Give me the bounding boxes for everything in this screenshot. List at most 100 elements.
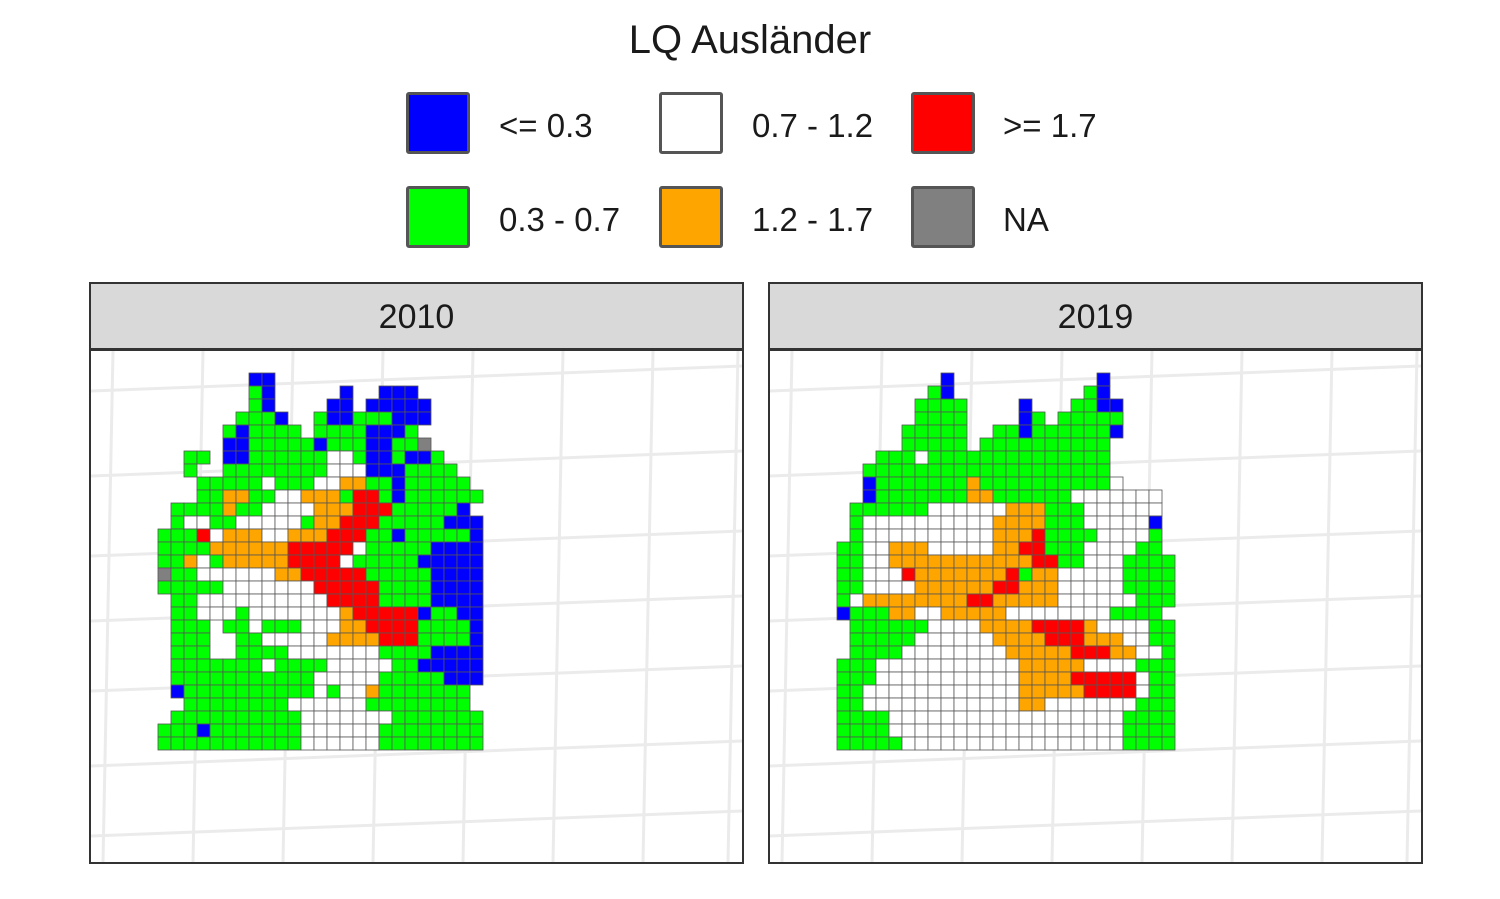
grid-tile: [1005, 502, 1020, 517]
grid-tile: [1070, 632, 1085, 647]
grid-tile: [300, 671, 315, 686]
grid-tile: [849, 515, 864, 530]
grid-tile: [888, 697, 903, 712]
grid-tile: [248, 502, 263, 517]
grid-tile: [430, 554, 445, 569]
grid-tile: [222, 684, 237, 699]
grid-tile: [1031, 632, 1046, 647]
grid-tile: [378, 593, 393, 608]
grid-tile: [849, 502, 864, 517]
grid-tile: [391, 645, 406, 660]
grid-tile: [222, 658, 237, 673]
grid-tile: [1044, 463, 1059, 478]
grid-tile: [1018, 632, 1033, 647]
grid-tile: [222, 619, 237, 634]
grid-tile: [992, 684, 1007, 699]
grid-tile: [966, 697, 981, 712]
grid-tile: [875, 567, 890, 582]
grid-tile: [248, 697, 263, 712]
grid-tile: [443, 697, 458, 712]
grid-tile: [339, 502, 354, 517]
grid-tile: [1109, 684, 1124, 699]
grid-tile: [391, 671, 406, 686]
grid-tile: [274, 450, 289, 465]
grid-tile: [365, 489, 380, 504]
grid-tile: [888, 476, 903, 491]
grid-tile: [157, 554, 172, 569]
grid-tile: [1070, 606, 1085, 621]
grid-tile: [1057, 528, 1072, 543]
grid-tile: [391, 723, 406, 738]
grid-tile: [953, 411, 968, 426]
grid-tile: [313, 541, 328, 556]
grid-tile: [157, 736, 172, 751]
grid-tile: [1083, 385, 1098, 400]
grid-tile: [1096, 489, 1111, 504]
grid-tile: [927, 580, 942, 595]
grid-tile: [300, 554, 315, 569]
grid-tile: [992, 723, 1007, 738]
grid-tile: [443, 580, 458, 595]
grid-tile: [1148, 593, 1163, 608]
grid-tile: [901, 736, 916, 751]
grid-tile: [222, 697, 237, 712]
grid-tile: [992, 554, 1007, 569]
grid-tile: [209, 671, 224, 686]
grid-tile: [235, 437, 250, 452]
grid-tile: [300, 723, 315, 738]
grid-tile: [1161, 736, 1176, 751]
grid-tile: [1018, 398, 1033, 413]
grid-tile: [443, 671, 458, 686]
grid-tile: [196, 619, 211, 634]
grid-tile: [862, 658, 877, 673]
grid-tile: [1005, 606, 1020, 621]
grid-tile: [248, 372, 263, 387]
grid-tile: [862, 463, 877, 478]
grid-tile: [391, 515, 406, 530]
grid-tile: [1005, 671, 1020, 686]
grid-tile: [170, 567, 185, 582]
grid-tile: [940, 723, 955, 738]
grid-tile: [1005, 515, 1020, 530]
grid-tile: [417, 528, 432, 543]
grid-tile: [339, 684, 354, 699]
grid-tile: [469, 489, 484, 504]
grid-tile: [1031, 567, 1046, 582]
grid-tile: [313, 515, 328, 530]
grid-tile: [313, 723, 328, 738]
grid-tile: [417, 554, 432, 569]
grid-tile: [1044, 697, 1059, 712]
grid-tile: [352, 606, 367, 621]
grid-tile: [1018, 450, 1033, 465]
grid-tile: [300, 684, 315, 699]
grid-tile: [953, 502, 968, 517]
grid-tile: [940, 437, 955, 452]
grid-tile: [875, 606, 890, 621]
grid-tile: [914, 398, 929, 413]
grid-tile: [1148, 697, 1163, 712]
grid-tile: [1135, 502, 1150, 517]
grid-tile: [430, 723, 445, 738]
grid-tile: [1122, 515, 1137, 530]
grid-tile: [1122, 723, 1137, 738]
grid-tile: [1031, 645, 1046, 660]
grid-tile: [1083, 684, 1098, 699]
grid-tile: [352, 632, 367, 647]
grid-tile: [352, 723, 367, 738]
grid-tile: [1018, 554, 1033, 569]
grid-tile: [287, 515, 302, 530]
grid-tile: [430, 489, 445, 504]
grid-tile: [456, 710, 471, 725]
grid-tile: [170, 645, 185, 660]
grid-tile: [953, 658, 968, 673]
grid-tile: [940, 463, 955, 478]
grid-tile: [326, 697, 341, 712]
grid-tile: [849, 580, 864, 595]
grid-tile: [313, 671, 328, 686]
legend-key-na: [911, 186, 975, 248]
grid-tile: [966, 723, 981, 738]
grid-tile: [888, 593, 903, 608]
grid-tile: [901, 580, 916, 595]
grid-tile: [235, 684, 250, 699]
grid-tile: [352, 463, 367, 478]
